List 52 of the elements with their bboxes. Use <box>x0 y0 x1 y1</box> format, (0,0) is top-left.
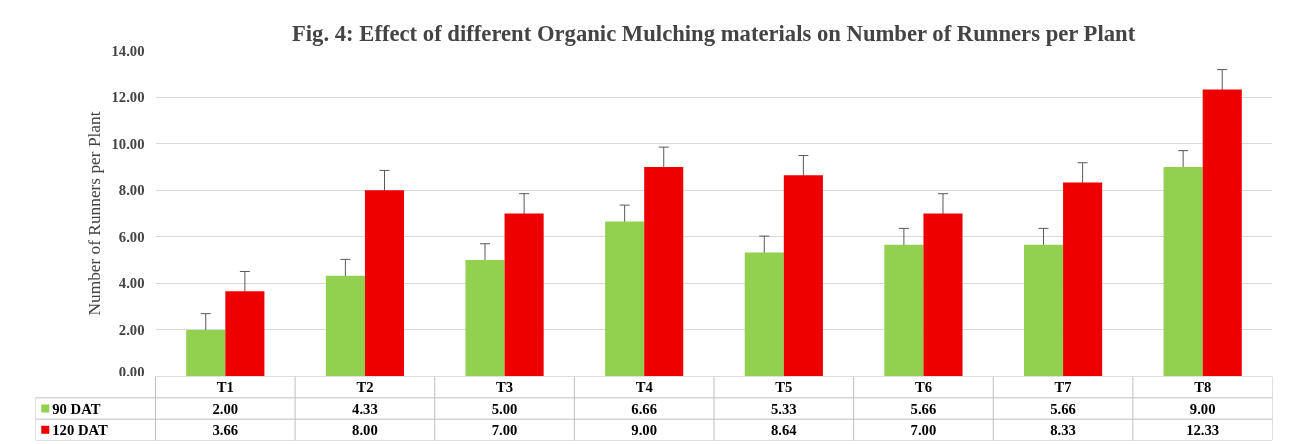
y-tick-label: 14.00 <box>111 42 145 59</box>
legend-label: 120 DAT <box>52 421 108 438</box>
data-label: 5.66 <box>1050 400 1076 417</box>
data-label: 8.33 <box>1050 421 1076 438</box>
data-label: 7.00 <box>910 421 937 438</box>
x-tick-label: T3 <box>496 379 514 396</box>
data-label: 5.33 <box>770 400 797 417</box>
data-label: 4.33 <box>352 400 378 417</box>
bar <box>884 244 924 376</box>
data-label: 9.00 <box>1189 400 1216 417</box>
x-tick-label: T8 <box>1194 379 1212 396</box>
data-label: 8.00 <box>352 421 378 438</box>
data-label: 8.64 <box>770 421 798 438</box>
x-tick-label: T1 <box>216 379 234 396</box>
x-tick-label: T5 <box>775 379 793 396</box>
bar <box>1023 244 1064 376</box>
x-tick-label: T4 <box>635 379 654 396</box>
legend-label: 90 DAT <box>52 400 101 417</box>
x-tick-label: T7 <box>1054 379 1072 396</box>
bar <box>186 329 226 376</box>
data-label: 7.00 <box>491 421 518 438</box>
bar <box>465 260 505 376</box>
y-tick-label: 6.00 <box>118 228 145 245</box>
x-tick-label: T6 <box>914 379 932 396</box>
bar <box>325 275 365 376</box>
bar <box>605 221 645 376</box>
y-tick-label: 2.00 <box>118 321 145 338</box>
data-label: 6.66 <box>631 400 658 417</box>
data-label: 2.00 <box>212 400 239 417</box>
data-label: 5.66 <box>910 400 937 417</box>
y-tick-label: 8.00 <box>118 182 145 199</box>
y-tick-label: 4.00 <box>118 275 145 292</box>
bar <box>1202 89 1242 376</box>
y-tick-label: 10.00 <box>111 135 145 152</box>
bar <box>1163 166 1203 376</box>
data-label: 3.66 <box>212 421 239 438</box>
bar <box>225 291 265 376</box>
y-tick-label: 0.00 <box>118 363 145 380</box>
chart-title: Fig. 4: Effect of different Organic Mulching materials on Number of Runners per Plant <box>291 20 1136 46</box>
data-label: 9.00 <box>631 421 658 438</box>
bar <box>364 190 405 376</box>
data-label: 5.00 <box>491 400 518 417</box>
bar <box>744 252 784 376</box>
y-axis-title: Number of Runners per Plant <box>84 111 104 316</box>
bar <box>1063 182 1103 376</box>
x-tick-label: T2 <box>356 379 374 396</box>
y-tick-label: 12.00 <box>111 89 145 106</box>
bar <box>783 175 823 376</box>
bar <box>644 166 684 376</box>
data-label: 12.33 <box>1186 421 1220 438</box>
bar <box>923 213 963 376</box>
bar <box>504 213 544 376</box>
